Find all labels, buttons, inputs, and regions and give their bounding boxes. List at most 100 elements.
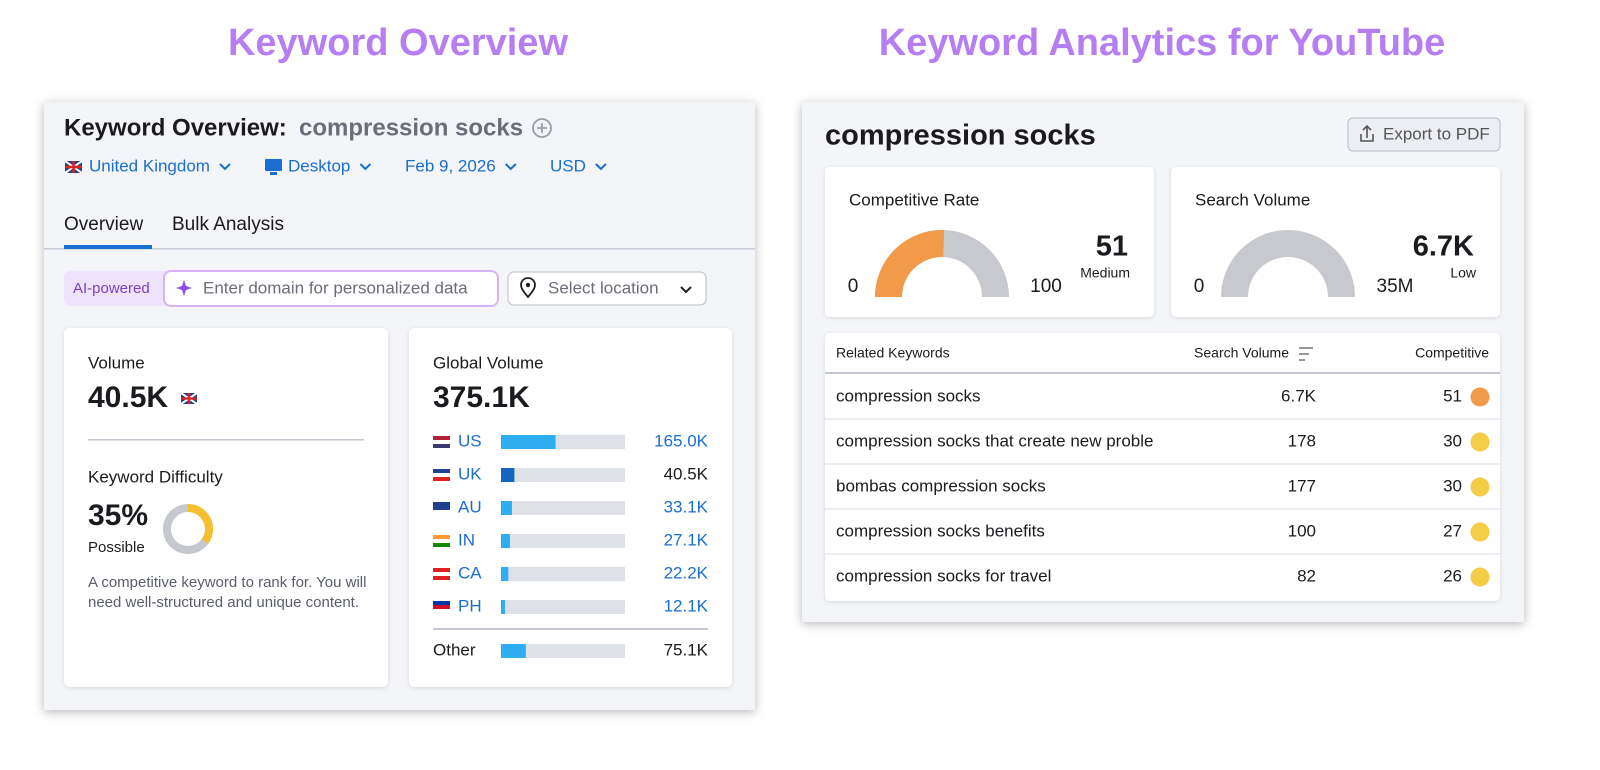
filter[interactable]: USD xyxy=(550,156,586,175)
heading: Keyword Overview: xyxy=(64,114,287,141)
section-title: Keyword Overview xyxy=(228,22,568,64)
card-label: Volume xyxy=(88,353,145,372)
flag-icon xyxy=(433,539,450,543)
ai-badge xyxy=(64,271,174,306)
chevron xyxy=(219,163,231,171)
flag-icon xyxy=(433,473,450,477)
country-code: IN xyxy=(458,530,475,549)
pin-icon xyxy=(520,277,536,299)
card xyxy=(64,328,388,687)
location-select[interactable] xyxy=(507,271,707,306)
keyword-cell[interactable]: compression socks xyxy=(836,386,981,405)
bar-value: 75.1K xyxy=(664,640,709,659)
bar-track xyxy=(501,501,625,515)
country-code: AU xyxy=(458,497,482,516)
flag-icon xyxy=(433,601,450,605)
kd-level: Possible xyxy=(88,539,145,556)
flag-icon xyxy=(433,568,450,572)
volume-cell: 6.7K xyxy=(1281,386,1317,405)
bar-track xyxy=(501,567,625,581)
add-icon-plus xyxy=(537,123,547,133)
gauge-label: Competitive Rate xyxy=(849,190,979,209)
table-header: Related Keywords xyxy=(836,345,950,361)
gauge-max: 35M xyxy=(1377,276,1414,297)
gauge-value: 51 xyxy=(1096,231,1128,263)
domain-input[interactable] xyxy=(163,270,499,307)
keyword-cell[interactable]: compression socks that create new proble xyxy=(836,431,1154,450)
bar-track xyxy=(501,600,625,614)
flag-icon xyxy=(180,392,198,405)
sort-icon[interactable] xyxy=(1299,347,1313,361)
tab-divider xyxy=(44,248,755,250)
filter[interactable]: Desktop xyxy=(288,156,350,175)
competitive-dot xyxy=(1470,387,1490,407)
bar-track xyxy=(501,534,625,548)
flag-icon xyxy=(433,510,450,514)
bar-value: 40.5K xyxy=(664,464,709,483)
flag-icon xyxy=(433,502,450,506)
competitive-dot xyxy=(1470,477,1490,497)
bar xyxy=(501,435,556,449)
gauge-value: 6.7K xyxy=(1413,231,1474,263)
flag-icon xyxy=(433,469,450,473)
volume-cell: 82 xyxy=(1297,566,1316,585)
competitive-dot xyxy=(1470,432,1490,452)
export-text[interactable]: Export to PDF xyxy=(1383,124,1490,143)
export-icon xyxy=(1360,124,1374,142)
flag-icon xyxy=(433,609,450,613)
country-code: PH xyxy=(458,596,482,615)
flag-icon xyxy=(433,576,450,580)
tab[interactable]: Bulk Analysis xyxy=(172,214,284,235)
gauge-track xyxy=(1221,230,1355,298)
gauge-level: Medium xyxy=(1080,265,1130,281)
gauge-min: 0 xyxy=(1194,276,1205,297)
row-divider xyxy=(825,553,1500,555)
filter[interactable]: Feb 9, 2026 xyxy=(405,156,496,175)
kd-description: A competitive keyword to rank for. You w… xyxy=(88,574,367,611)
bar-value: 22.2K xyxy=(664,563,709,582)
gauge-min: 0 xyxy=(848,276,859,297)
divider xyxy=(433,628,708,630)
bar xyxy=(501,567,509,581)
bar-value: 12.1K xyxy=(664,596,709,615)
domain-placeholder: Enter domain for personalized data xyxy=(203,278,468,297)
bar xyxy=(501,600,505,614)
bar-track xyxy=(501,468,625,482)
keyword-cell[interactable]: compression socks benefits xyxy=(836,521,1045,540)
add-icon[interactable] xyxy=(532,118,552,138)
location-placeholder: Select location xyxy=(548,278,659,297)
keyword-title: compression socks xyxy=(825,120,1096,152)
bar xyxy=(501,501,512,515)
flag-icon xyxy=(433,444,450,448)
flag-icon xyxy=(433,506,450,510)
flag-icon xyxy=(433,477,450,481)
header-divider xyxy=(825,372,1500,374)
filter[interactable]: United Kingdom xyxy=(89,156,210,175)
keyword-cell[interactable]: bombas compression socks xyxy=(836,476,1046,495)
sparkle-icon xyxy=(176,280,192,296)
flag-icon xyxy=(64,160,83,174)
flag-icon xyxy=(433,440,450,444)
other-label: Other xyxy=(433,640,476,659)
bar-value: 165.0K xyxy=(654,431,709,450)
table-card xyxy=(825,333,1500,601)
table-header: Search Volume xyxy=(1194,345,1289,361)
tab[interactable]: Overview xyxy=(64,214,143,235)
chevron xyxy=(680,286,692,294)
global-volume-value: 375.1K xyxy=(433,381,530,414)
row-divider xyxy=(825,463,1500,465)
keyword-cell[interactable]: compression socks for travel xyxy=(836,566,1051,585)
competitive-cell: 51 xyxy=(1443,386,1462,405)
card xyxy=(1171,167,1500,317)
export-button[interactable] xyxy=(1347,117,1501,152)
desktop-icon xyxy=(265,159,282,175)
gauge-label: Search Volume xyxy=(1195,190,1310,209)
chevron xyxy=(505,163,517,171)
country-code: UK xyxy=(458,464,482,483)
bar xyxy=(501,468,515,482)
bar-value: 33.1K xyxy=(664,497,709,516)
competitive-cell: 26 xyxy=(1443,566,1462,585)
